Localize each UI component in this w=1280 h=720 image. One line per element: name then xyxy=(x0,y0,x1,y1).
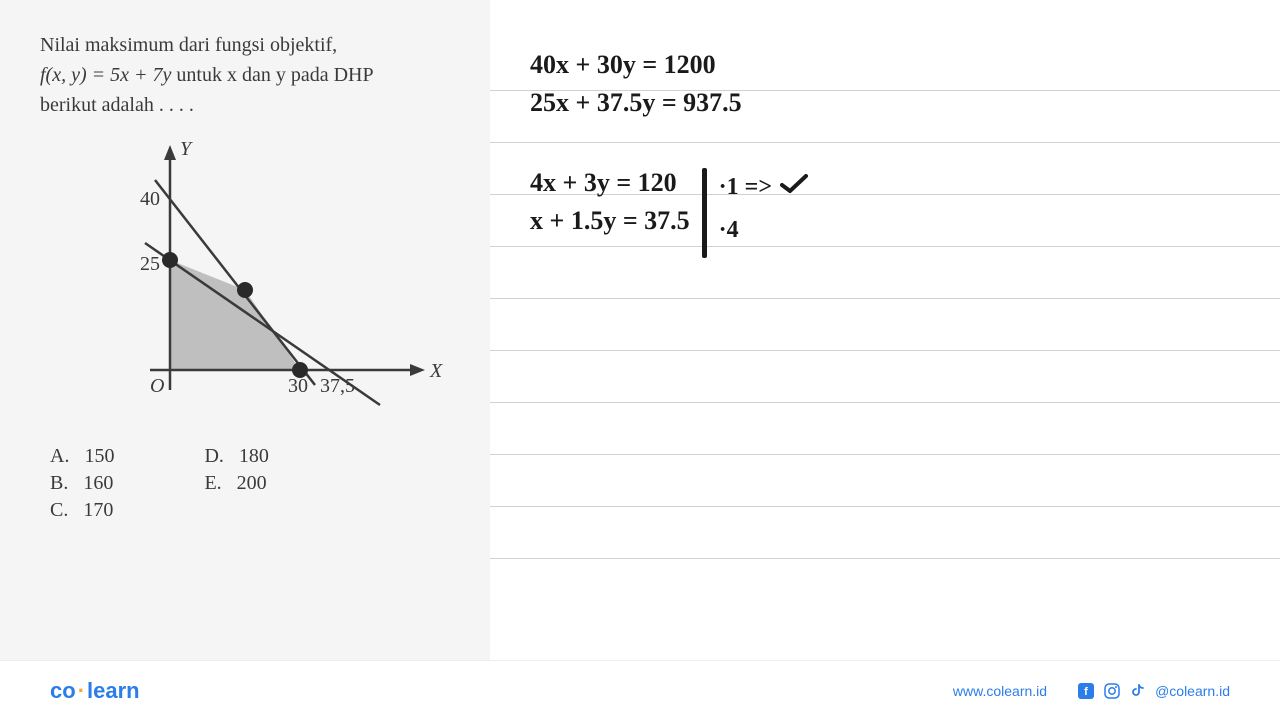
answer-c: C. 170 xyxy=(50,499,114,522)
notebook-line xyxy=(490,298,1280,299)
notebook-line xyxy=(490,506,1280,507)
hw-mult1: ·1 => xyxy=(719,174,772,201)
logo-dot: · xyxy=(78,678,85,703)
x-tick-37-5: 37,5 xyxy=(320,375,355,397)
answer-choices: A. 150 B. 160 C. 170 D. 180 E. 200 xyxy=(50,445,470,522)
hw-divider xyxy=(702,168,707,258)
tiktok-icon xyxy=(1129,682,1147,700)
logo-co: co xyxy=(50,678,76,703)
hw-left-col: 4x + 3y = 120 x + 1.5y = 37.5 xyxy=(530,168,690,244)
social-icons: f @colearn.id xyxy=(1077,682,1230,700)
notebook-line xyxy=(490,454,1280,455)
answer-e: E. 200 xyxy=(204,472,268,495)
vertex-point-2 xyxy=(237,282,253,298)
answer-b: B. 160 xyxy=(50,472,114,495)
question-line-3: berikut adalah . . . . xyxy=(40,90,470,120)
y-tick-25: 25 xyxy=(140,253,160,275)
answer-a: A. 150 xyxy=(50,445,114,468)
x-tick-30: 30 xyxy=(288,375,308,397)
vertex-point-1 xyxy=(162,252,178,268)
hw-right-col: ·1 => ·4 xyxy=(719,168,808,244)
question-line-2: f(x, y) = 5x + 7y untuk x dan y pada DHP xyxy=(40,60,470,90)
graph-area: Y X 40 25 O 30 37,5 xyxy=(70,130,470,430)
feasible-region xyxy=(170,260,300,370)
origin-label: O xyxy=(150,375,164,397)
facebook-icon: f xyxy=(1077,682,1095,700)
check-icon xyxy=(780,173,808,202)
graph-svg: Y X 40 25 O 30 37,5 xyxy=(70,130,470,430)
question-panel: Nilai maksimum dari fungsi objektif, f(x… xyxy=(0,0,490,660)
svg-text:f: f xyxy=(1084,686,1088,698)
logo: co·learn xyxy=(50,678,140,704)
question-suffix: untuk x dan y pada DHP xyxy=(171,64,373,86)
footer-url: www.colearn.id xyxy=(953,683,1047,699)
question-text: Nilai maksimum dari fungsi objektif, f(x… xyxy=(40,30,470,120)
footer: co·learn www.colearn.id f @colearn.id xyxy=(0,660,1280,720)
notebook-line xyxy=(490,350,1280,351)
y-tick-40: 40 xyxy=(140,188,160,210)
logo-learn: learn xyxy=(87,678,140,703)
footer-right: www.colearn.id f @colearn.id xyxy=(953,682,1230,700)
hw-eq1: 40x + 30y = 1200 xyxy=(530,50,1240,80)
x-axis-arrow xyxy=(410,364,425,376)
answer-d: D. 180 xyxy=(204,445,268,468)
hw-eq3: 4x + 3y = 120 xyxy=(530,168,690,198)
hw-eq4: x + 1.5y = 37.5 xyxy=(530,206,690,236)
hw-mult2-row: ·4 xyxy=(719,217,808,244)
work-panel: 40x + 30y = 1200 25x + 37.5y = 937.5 4x … xyxy=(490,0,1280,660)
answer-col-1: A. 150 B. 160 C. 170 xyxy=(50,445,114,522)
social-handle: @colearn.id xyxy=(1155,683,1230,699)
notebook-line xyxy=(490,402,1280,403)
notebook-line xyxy=(490,558,1280,559)
function-expression: f(x, y) = 5x + 7y xyxy=(40,64,171,86)
x-axis-label: X xyxy=(429,360,443,382)
answer-col-2: D. 180 E. 200 xyxy=(204,445,268,522)
y-axis-arrow xyxy=(164,145,176,160)
hw-mult1-row: ·1 => xyxy=(719,173,808,202)
hw-mult2: ·4 xyxy=(719,217,739,244)
instagram-icon xyxy=(1103,682,1121,700)
hw-elimination: 4x + 3y = 120 x + 1.5y = 37.5 ·1 => xyxy=(530,168,1240,258)
hw-eq2: 25x + 37.5y = 937.5 xyxy=(530,88,1240,118)
question-line-1: Nilai maksimum dari fungsi objektif, xyxy=(40,30,470,60)
y-axis-label: Y xyxy=(180,138,193,160)
handwriting-block: 40x + 30y = 1200 25x + 37.5y = 937.5 4x … xyxy=(530,50,1240,258)
